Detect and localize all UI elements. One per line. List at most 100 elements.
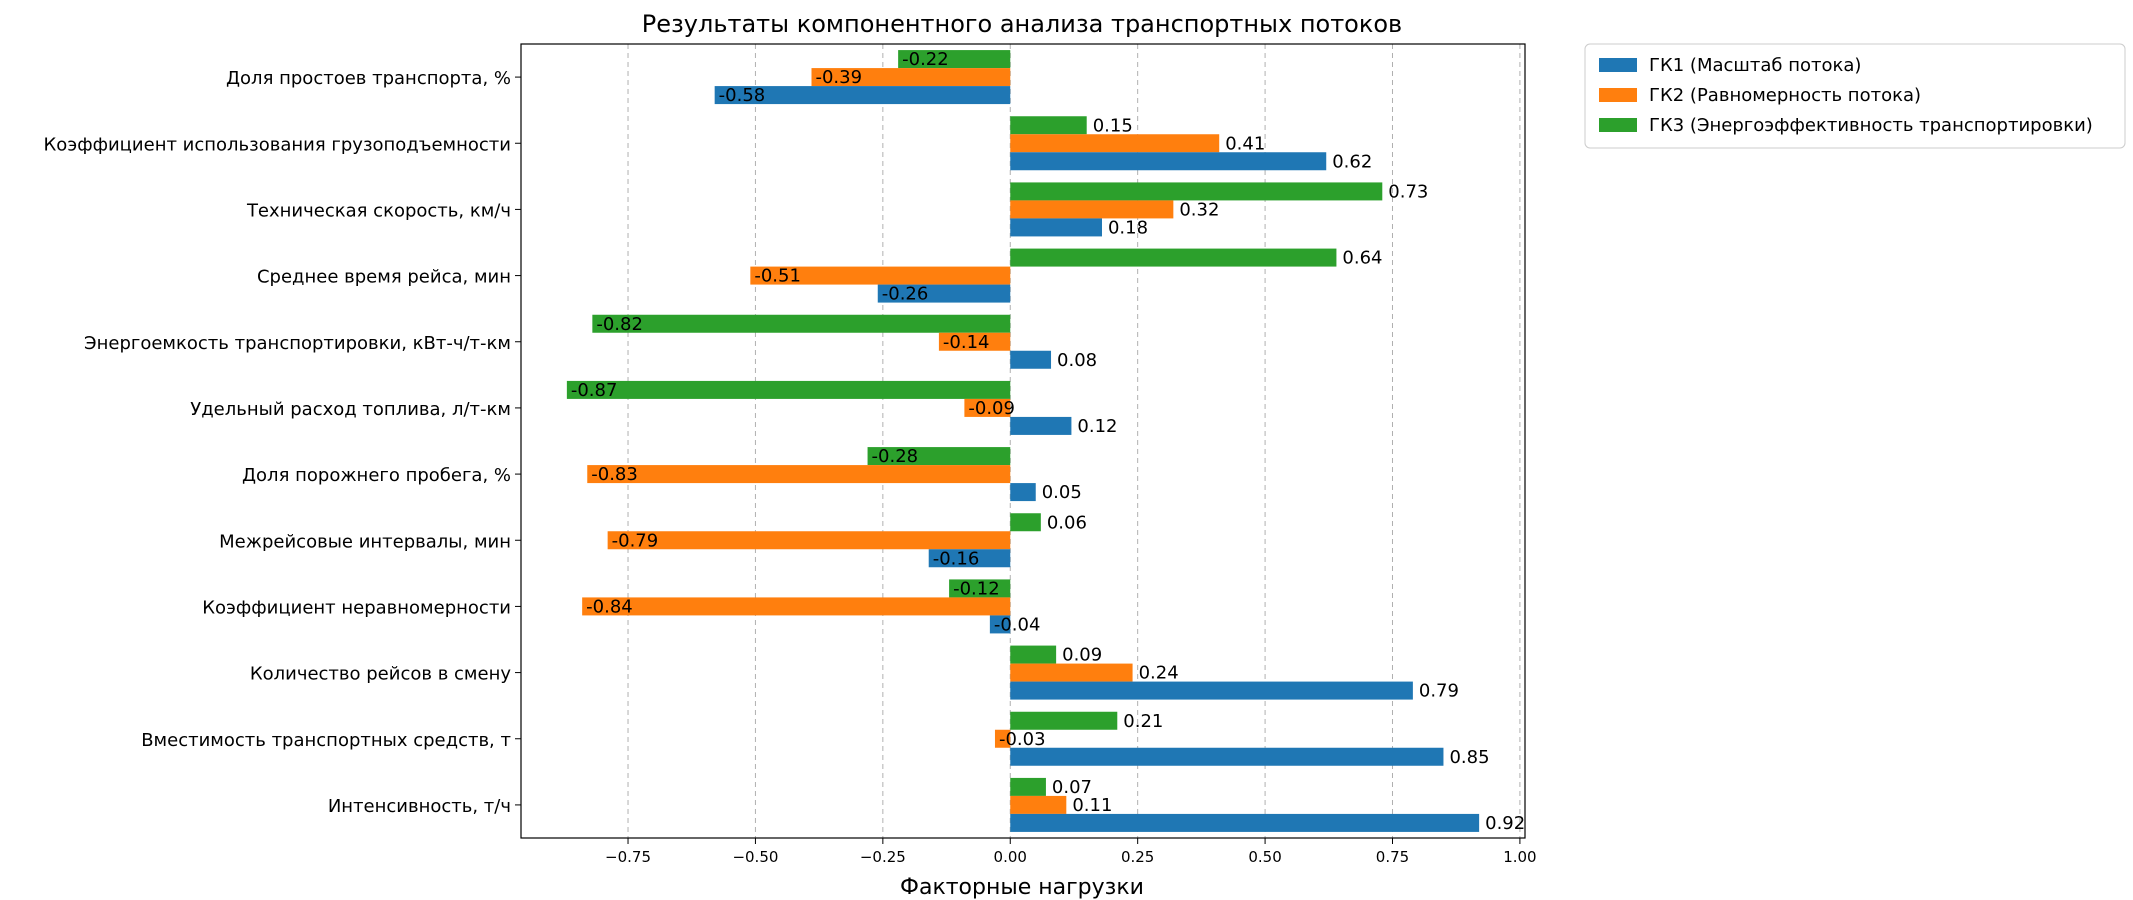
data-label: 0.06 xyxy=(1047,512,1087,533)
x-tick-label: 0.00 xyxy=(994,848,1027,866)
data-label: -0.84 xyxy=(586,596,633,617)
bar xyxy=(949,579,1011,598)
bar xyxy=(877,284,1011,303)
legend-swatch xyxy=(1599,58,1637,72)
y-tick-label: Вместимость транспортных средств, т xyxy=(141,730,511,751)
bar xyxy=(1010,200,1174,219)
data-label: 0.11 xyxy=(1072,795,1112,816)
bar xyxy=(898,50,1011,69)
y-tick-label: Техническая скорость, км/ч xyxy=(246,200,511,221)
legend-label: ГК1 (Масштаб потока) xyxy=(1649,55,1861,76)
legend-label: ГК3 (Энергоэффективность транспортировки… xyxy=(1649,115,2093,136)
y-tick-label: Количество рейсов в смену xyxy=(250,664,512,685)
y-tick-label: Доля простоев транспорта, % xyxy=(226,68,511,89)
data-label: -0.28 xyxy=(872,446,919,467)
y-tick-label: Коэффициент использования грузоподъемнос… xyxy=(44,134,511,155)
bar xyxy=(1010,116,1087,135)
bar xyxy=(928,549,1011,568)
data-label: 0.21 xyxy=(1123,711,1163,732)
bar xyxy=(1010,218,1102,237)
bar xyxy=(1010,645,1057,664)
data-label: -0.09 xyxy=(968,398,1015,419)
bar xyxy=(566,380,1011,399)
data-label: -0.12 xyxy=(953,578,1000,599)
y-tick-label: Среднее время рейса, мин xyxy=(257,267,511,288)
y-tick-label: Коэффициент неравномерности xyxy=(202,597,511,618)
data-label: 0.05 xyxy=(1042,482,1082,503)
data-label: 0.07 xyxy=(1052,777,1092,798)
y-tick-label: Доля порожнего пробега, % xyxy=(242,465,511,486)
legend: ГК1 (Масштаб потока) ГК2 (Равномерность п… xyxy=(1584,43,2126,149)
bar xyxy=(1010,483,1036,502)
y-tick-label: Энергоемкость транспортировки, кВт-ч/т-к… xyxy=(84,333,511,354)
data-labels: -0.22 -0.39 -0.58 0.15 0.41 0.62 0.73 0.32 0.18 0… xyxy=(571,49,1525,834)
y-tick-label: Интенсивность, т/ч xyxy=(328,796,511,817)
bar xyxy=(964,398,1011,417)
data-label: -0.22 xyxy=(902,49,949,70)
data-label: 0.18 xyxy=(1108,217,1148,238)
data-label: -0.39 xyxy=(815,67,862,88)
bar xyxy=(750,266,1011,285)
bar xyxy=(811,68,1011,87)
grid-lines xyxy=(627,44,1521,838)
x-tick-label: 1.00 xyxy=(1503,848,1536,866)
bar xyxy=(989,615,1011,634)
bar xyxy=(582,597,1011,616)
bar xyxy=(607,531,1011,550)
axes: −0.75 −0.50 −0.25 0.00 0.25 0.50 0.75 1.00 Доля … xyxy=(44,43,1537,866)
data-label: -0.58 xyxy=(719,85,766,106)
bar xyxy=(1010,152,1327,171)
bar xyxy=(1010,350,1052,369)
bar xyxy=(1010,513,1041,532)
x-tick-label: −0.25 xyxy=(860,848,906,866)
data-label: 0.85 xyxy=(1449,747,1489,768)
legend-swatch xyxy=(1599,88,1637,102)
data-label: 0.64 xyxy=(1342,248,1382,269)
bar xyxy=(867,447,1011,466)
plot-frame xyxy=(520,43,1526,839)
legend-box xyxy=(1584,43,2126,149)
x-tick-label: −0.50 xyxy=(732,848,778,866)
bar xyxy=(994,729,1011,748)
bar xyxy=(938,332,1011,351)
bar xyxy=(1010,747,1444,766)
legend-label: ГК2 (Равномерность потока) xyxy=(1649,85,1921,106)
data-label: -0.04 xyxy=(994,614,1041,635)
bar xyxy=(1010,795,1067,814)
bar xyxy=(1010,663,1133,682)
data-label: -0.51 xyxy=(754,266,801,287)
data-label: -0.87 xyxy=(571,380,618,401)
data-label: 0.32 xyxy=(1179,199,1219,220)
x-tick-label: 0.50 xyxy=(1248,848,1281,866)
y-tick-label: Межрейсовые интервалы, мин xyxy=(219,531,511,552)
data-label: -0.26 xyxy=(882,284,929,305)
bar xyxy=(1010,248,1337,267)
x-tick-label: 0.75 xyxy=(1376,848,1409,866)
data-label: 0.92 xyxy=(1485,813,1525,834)
bar xyxy=(1010,134,1220,153)
bar xyxy=(1010,182,1383,201)
data-label: -0.16 xyxy=(933,548,980,569)
bar xyxy=(1010,777,1046,796)
data-label: 0.73 xyxy=(1388,181,1428,202)
bar xyxy=(587,465,1011,484)
data-label: 0.62 xyxy=(1332,151,1372,172)
legend-swatch xyxy=(1599,118,1637,132)
data-label: -0.14 xyxy=(943,332,990,353)
data-label: 0.15 xyxy=(1093,115,1133,136)
bar xyxy=(714,86,1011,105)
data-label: 0.08 xyxy=(1057,350,1097,371)
data-label: -0.82 xyxy=(596,314,643,335)
bar xyxy=(1010,711,1118,730)
chart-title: Результаты компонентного анализа транспо… xyxy=(642,10,1402,38)
data-label: -0.03 xyxy=(999,729,1046,750)
data-label: 0.09 xyxy=(1062,645,1102,666)
data-label: 0.79 xyxy=(1419,681,1459,702)
bar xyxy=(1010,416,1072,435)
x-axis-label: Факторные нагрузки xyxy=(900,875,1144,900)
data-label: -0.83 xyxy=(591,464,638,485)
bar xyxy=(1010,681,1413,700)
x-tick-label: 0.25 xyxy=(1121,848,1154,866)
